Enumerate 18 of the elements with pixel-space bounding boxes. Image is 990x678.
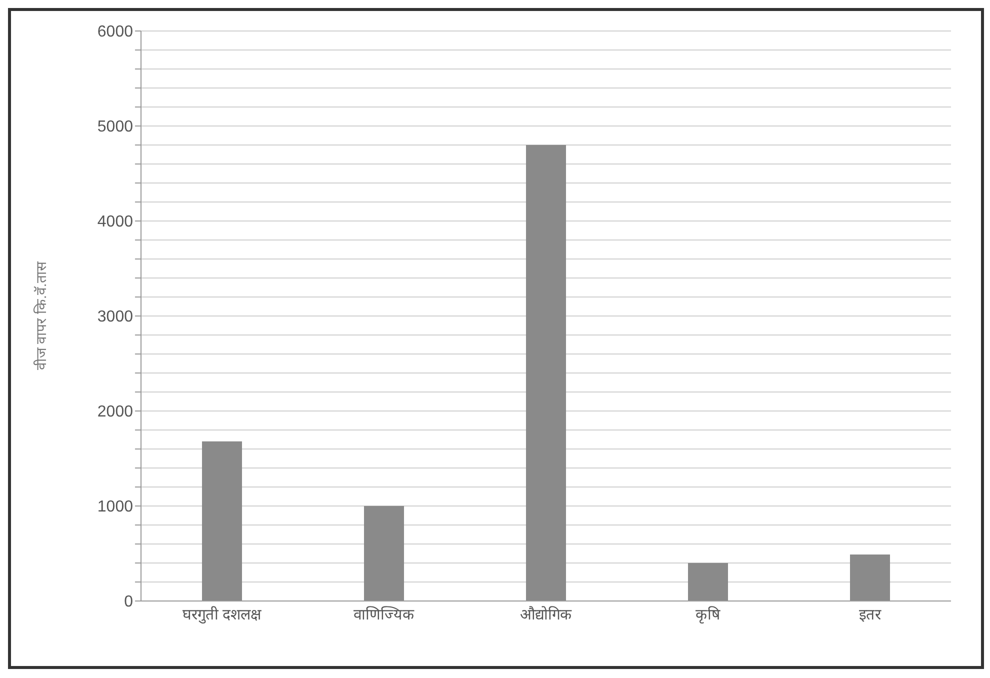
x-tick-label: वाणिज्यिक	[354, 606, 414, 624]
x-tick-label: कृषि	[696, 606, 720, 625]
x-tick-label: औद्योगिक	[520, 606, 572, 624]
x-tick-label: घरगुती दशलक्ष	[182, 606, 262, 625]
y-tick-label: 4000	[97, 214, 134, 231]
y-axis-title: वीज वापर कि.वॅ.तास	[32, 261, 49, 370]
y-tick-label: 2000	[97, 404, 134, 421]
bar	[688, 563, 728, 601]
y-tick-label: 5000	[97, 118, 134, 136]
bar	[850, 554, 890, 601]
y-tick-label: 3000	[97, 308, 134, 326]
y-tick-label: 1000	[97, 498, 134, 516]
x-tick-label: इतर	[859, 606, 882, 624]
y-tick-label: 6000	[97, 24, 134, 41]
bar	[364, 506, 404, 601]
y-tick-label: 0	[124, 594, 134, 611]
bar	[526, 145, 566, 601]
bar	[202, 441, 242, 601]
